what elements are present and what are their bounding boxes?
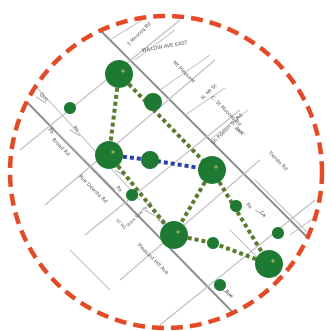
map-node[interactable] xyxy=(214,279,226,291)
road xyxy=(70,250,110,290)
map-node[interactable] xyxy=(95,141,123,169)
map-node[interactable] xyxy=(126,189,138,201)
map-node[interactable] xyxy=(64,102,76,114)
node-marker-dot xyxy=(271,259,274,262)
street-label: Mt Pleasant xyxy=(171,60,196,85)
street-label: Ca xyxy=(258,210,267,219)
street-label: Pe xyxy=(244,202,252,210)
node-marker-dot xyxy=(176,230,179,233)
street-label: 3 Mvoreq Rd xyxy=(126,21,153,48)
boundary-circle xyxy=(10,16,322,328)
road xyxy=(290,210,325,235)
street-label: Rue xyxy=(223,289,234,300)
street-label: IWA xyxy=(233,126,244,137)
street-label: WILLOW AVE EAST xyxy=(141,40,189,54)
street-label: Quo xyxy=(38,92,49,103)
network-links xyxy=(109,74,269,264)
map-node[interactable] xyxy=(255,250,283,278)
street-label: Pleasant Hill Ave xyxy=(136,242,170,276)
street-label: Broad Rd xyxy=(50,137,70,157)
map-node[interactable] xyxy=(198,156,226,184)
map-node[interactable] xyxy=(144,93,162,111)
map-node[interactable] xyxy=(207,237,219,249)
street-label: ST RD xyxy=(115,218,127,230)
map-node[interactable] xyxy=(160,221,188,249)
node-marker-dot xyxy=(214,165,217,168)
map-node[interactable] xyxy=(230,200,242,212)
green-link xyxy=(119,74,212,170)
node-marker-dot xyxy=(111,150,114,153)
node-marker-dot xyxy=(121,69,124,72)
map-node[interactable] xyxy=(272,227,284,239)
map-node[interactable] xyxy=(141,151,159,169)
green-link xyxy=(212,170,269,264)
street-label: Tiendo Rd xyxy=(266,150,289,173)
map-node[interactable] xyxy=(105,60,133,88)
